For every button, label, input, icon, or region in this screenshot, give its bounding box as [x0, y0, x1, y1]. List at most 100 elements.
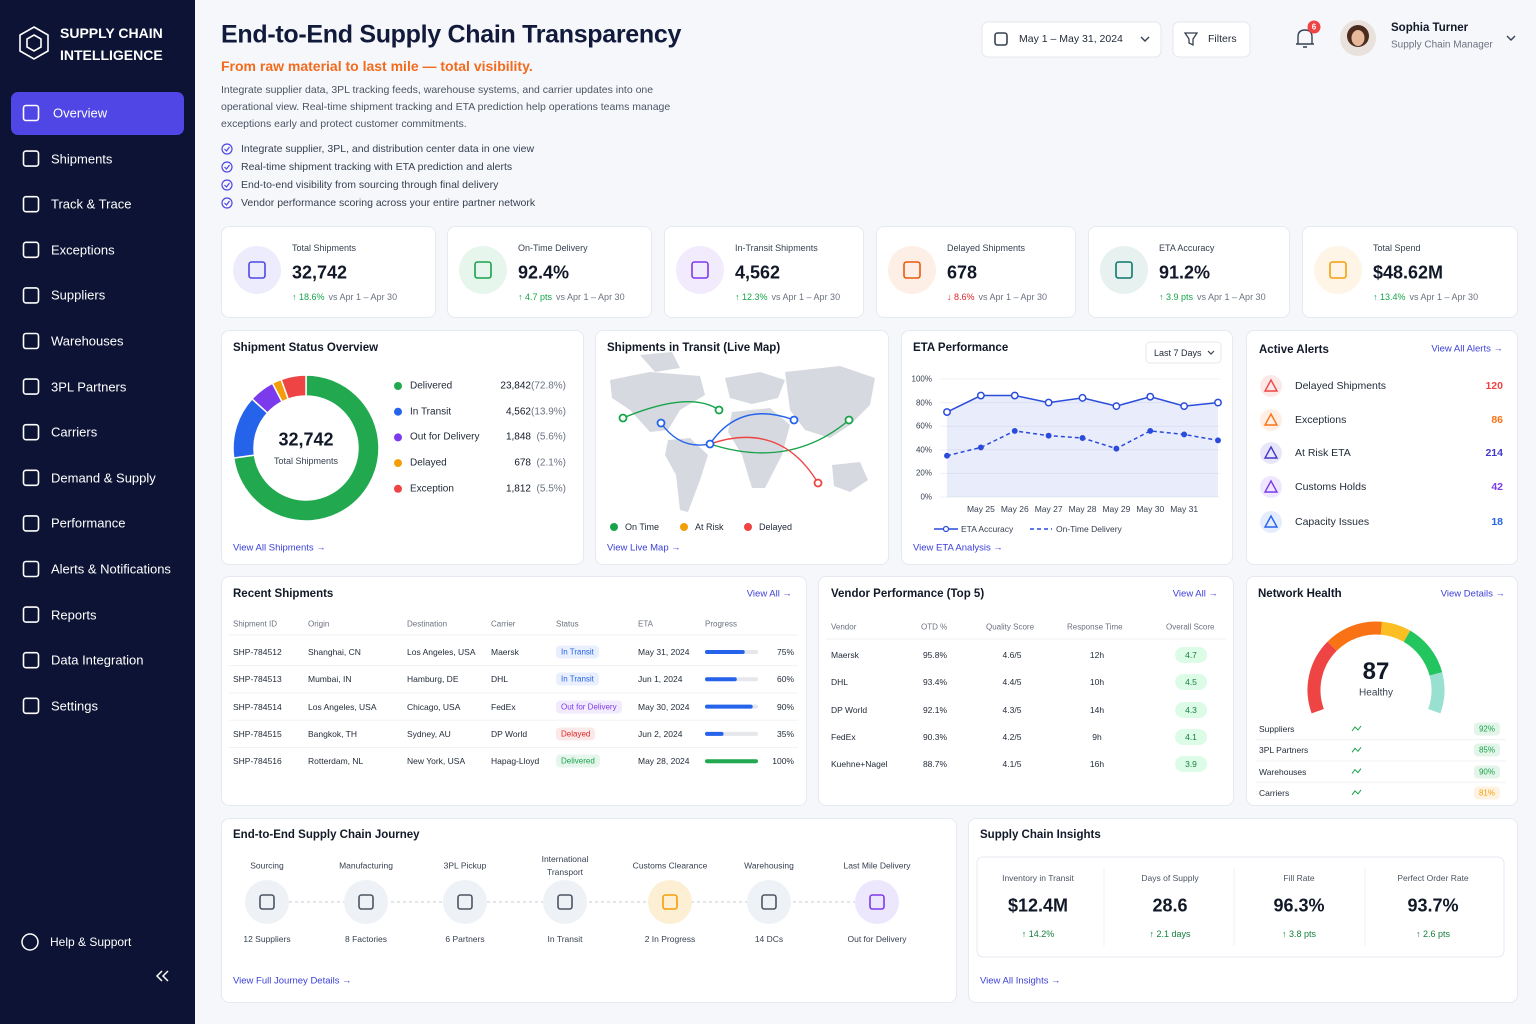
point	[1214, 398, 1222, 407]
health-name: Suppliers	[1259, 724, 1295, 734]
kpi-icon	[459, 246, 507, 294]
donut-segment	[232, 374, 380, 522]
date-range[interactable]: May 1 – May 31, 2024	[1019, 33, 1123, 45]
card-title: Shipments in Transit (Live Map)	[607, 342, 781, 354]
nav-item[interactable]: Reports	[51, 607, 97, 623]
sparkline	[1351, 725, 1362, 732]
progress-label: 35%	[776, 728, 794, 739]
nav-item[interactable]: Suppliers	[51, 287, 106, 303]
link[interactable]: View Full Journey Details →	[233, 975, 352, 987]
route	[709, 436, 819, 484]
link[interactable]: View Live Map →	[607, 542, 681, 554]
point	[1044, 398, 1053, 407]
legend-dot	[394, 484, 402, 493]
link[interactable]: View ETA Analysis →	[913, 542, 1003, 554]
nav-item[interactable]: Track & Trace	[51, 196, 132, 212]
user-name: Sophia Turner	[1391, 22, 1469, 34]
sparkline	[1351, 789, 1362, 796]
bullet: Integrate supplier, 3PL, and distributio…	[241, 143, 535, 155]
step-glyph	[662, 894, 678, 910]
link[interactable]: View Details →	[1440, 588, 1505, 600]
alert-name: Delayed Shipments	[1295, 380, 1387, 392]
link[interactable]: View All Shipments →	[233, 542, 326, 554]
nav-icon	[22, 241, 40, 259]
kpi-comparison: vs Apr 1 – Apr 30	[771, 292, 841, 302]
step-label: Customs Clearance	[632, 860, 708, 871]
link[interactable]: View All →	[746, 588, 792, 600]
kpi-value: 32,742	[292, 262, 348, 283]
point	[977, 444, 984, 451]
filters[interactable]: Filters	[1208, 33, 1237, 45]
nav-item[interactable]: Settings	[51, 698, 98, 714]
map-pin	[705, 439, 715, 449]
progress-bar	[705, 704, 753, 709]
nav-icon	[22, 515, 40, 532]
kpi-comparison: vs Apr 1 – Apr 30	[1409, 292, 1479, 302]
kpi-change-row: ↑ 4.7 pts vs Apr 1 – Apr 30	[518, 292, 625, 302]
score-pill: 4.3	[1175, 701, 1207, 718]
legend-value: 4,562	[505, 406, 531, 418]
kpi-value: 92.4%	[518, 262, 570, 283]
column-header: Destination	[407, 619, 448, 629]
link[interactable]: View All Alerts →	[1431, 343, 1503, 355]
y-tick-label: 60%	[915, 421, 932, 431]
point	[1113, 445, 1120, 452]
cell: 95.8%	[922, 650, 948, 660]
help-link[interactable]: Help & Support	[50, 935, 132, 949]
y-tick-label: 20%	[915, 468, 932, 478]
nav-item[interactable]: Shipments	[51, 151, 113, 167]
cell: 4.2/5	[1002, 731, 1022, 742]
sparkline	[1351, 768, 1362, 774]
link[interactable]: View All Insights →	[980, 975, 1061, 987]
cell: SHP-784513	[233, 674, 282, 685]
nav-item[interactable]: Alerts & Notifications	[51, 561, 171, 577]
legend-dot	[680, 523, 688, 531]
column-header: Vendor	[831, 622, 857, 632]
status-pill: In Transit	[556, 672, 599, 686]
link[interactable]: View All →	[1172, 588, 1218, 600]
logo	[19, 26, 49, 60]
kpi-value: 678	[947, 262, 978, 283]
nav-item[interactable]: 3PL Partners	[51, 379, 127, 395]
step-glyph	[557, 894, 573, 910]
health-name: Carriers	[1259, 787, 1290, 798]
cell: 16h	[1089, 759, 1105, 770]
period[interactable]: Last 7 Days	[1154, 347, 1202, 358]
cell: 92.1%	[922, 704, 948, 715]
nav-icon	[22, 651, 40, 669]
legend-label: Exception	[410, 483, 454, 495]
point	[1112, 402, 1121, 411]
point	[1011, 427, 1018, 434]
nav-item[interactable]: Data Integration	[51, 652, 144, 668]
step-label: Warehousing	[744, 860, 794, 871]
nav-item[interactable]: Carriers	[51, 424, 98, 440]
map-pin	[813, 478, 823, 488]
map-pin	[714, 405, 724, 415]
point	[1146, 392, 1155, 401]
nav-item[interactable]: Exceptions	[51, 242, 115, 258]
cell: 9h	[1092, 731, 1102, 742]
health-name: Warehouses	[1259, 766, 1307, 777]
step-detail: In Transit	[547, 934, 583, 944]
alert-count: 120	[1485, 380, 1503, 392]
continent	[832, 462, 868, 492]
collapse-icon	[155, 970, 169, 982]
icon	[221, 143, 233, 155]
step-icon	[855, 880, 899, 924]
filters-button	[1172, 21, 1251, 58]
insight-label: Days of Supply	[1141, 873, 1199, 883]
nav-item[interactable]: Overview	[53, 105, 108, 121]
kpi-icon	[888, 246, 936, 294]
nav-item[interactable]: Performance	[51, 515, 126, 531]
column-header: Status	[556, 619, 579, 629]
cell: New York, USA	[407, 756, 466, 767]
nav-icon	[22, 104, 40, 122]
nav-item[interactable]: Warehouses	[51, 333, 124, 349]
donut-total: 32,742	[278, 429, 334, 450]
cell: May 30, 2024	[638, 701, 690, 712]
legend-label: Delivered	[410, 380, 453, 392]
insight-value: $12.4M	[1007, 895, 1069, 916]
nav-item[interactable]: Demand & Supply	[51, 470, 156, 486]
health-pill: 85%	[1473, 743, 1500, 757]
